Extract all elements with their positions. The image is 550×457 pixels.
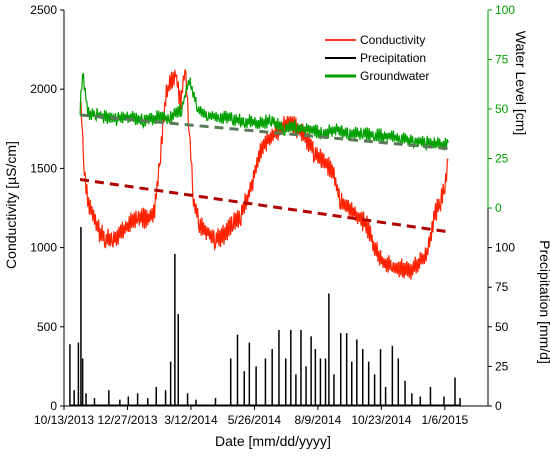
x-tick-label-5: 10/23/2014 <box>351 413 411 427</box>
x-tick-label-1: 12/27/2013 <box>97 413 157 427</box>
left-tick-label-0: 0 <box>50 399 57 413</box>
left-tick-label-5: 2500 <box>30 3 57 17</box>
left-tick-label-1: 500 <box>37 320 57 334</box>
legend-label-groundwater: Groundwater <box>360 69 429 83</box>
x-tick-label-2: 3/12/2014 <box>164 413 218 427</box>
axes: 0500100015002000250002550751002550751000… <box>30 3 515 427</box>
right-upper-tick-label-4: 100 <box>495 3 515 17</box>
left-tick-label-3: 1500 <box>30 161 57 175</box>
x-tick-label-4: 8/9/2014 <box>295 413 342 427</box>
plot-area <box>69 69 461 406</box>
groundwater-line <box>79 72 449 152</box>
right-lower-tick-label-3: 75 <box>495 280 509 294</box>
trend-line-1 <box>79 178 449 234</box>
x-tick-label-3: 5/26/2014 <box>228 413 282 427</box>
x-axis-title: Date [mm/dd/yyyy] <box>215 433 331 449</box>
right-upper-tick-label-2: 50 <box>495 102 509 116</box>
right-upper-tick-label-0: 0 <box>495 201 502 215</box>
left-tick-label-2: 1000 <box>30 241 57 255</box>
legend-label-precipitation: Precipitation <box>360 51 426 65</box>
right-lower-tick-label-1: 25 <box>495 359 509 373</box>
x-tick-label-6: 1/6/2015 <box>421 413 468 427</box>
left-axis-title: Conductivity [µS/cm] <box>3 141 19 269</box>
legend-label-conductivity: Conductivity <box>360 33 425 47</box>
left-tick-label-4: 2000 <box>30 82 57 96</box>
trend-line-3 <box>79 113 449 151</box>
right-upper-axis-title: Water Level [cm] <box>513 31 529 136</box>
x-tick-label-0: 10/13/2013 <box>34 413 94 427</box>
right-lower-tick-label-zero: 0 <box>495 399 502 413</box>
right-upper-tick-label-1: 25 <box>495 152 509 166</box>
right-lower-tick-label-2: 50 <box>495 320 509 334</box>
legend: Conductivity Precipitation Groundwater <box>325 33 429 83</box>
right-lower-axis-title: Precipitation [mm/d] <box>537 240 550 364</box>
conductivity-line <box>79 69 449 280</box>
right-upper-tick-label-3: 75 <box>495 53 509 67</box>
right-lower-tick-label-4: 100 <box>495 241 515 255</box>
